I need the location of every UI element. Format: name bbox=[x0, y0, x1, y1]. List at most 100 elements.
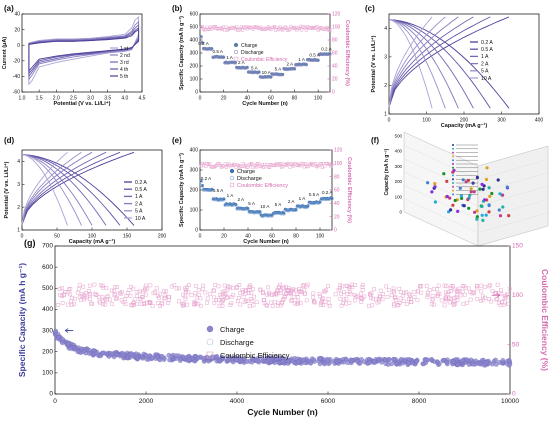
ce-point bbox=[372, 287, 377, 291]
y2-axis-label: Coulombic Efficiency (%) bbox=[540, 269, 550, 371]
x-tick-label: 4000 bbox=[230, 398, 245, 405]
x-tick-label: 20 bbox=[221, 234, 227, 240]
charge-point bbox=[91, 352, 97, 358]
ce-point bbox=[177, 286, 181, 291]
ce-point bbox=[482, 285, 487, 289]
ce-point bbox=[401, 299, 406, 304]
charge-point bbox=[493, 357, 498, 363]
ce-point bbox=[109, 288, 114, 293]
ce-point bbox=[479, 289, 484, 294]
ce-point bbox=[62, 292, 66, 297]
x-tick-label: 100 bbox=[314, 96, 323, 102]
ce-point bbox=[278, 288, 283, 293]
legend-marker bbox=[452, 155, 454, 158]
f-point bbox=[469, 190, 473, 194]
y-tick-label: 100 bbox=[395, 194, 403, 199]
ce-point bbox=[267, 290, 272, 295]
legend-marker bbox=[233, 42, 239, 48]
x-tick-label: 1.0 bbox=[19, 96, 26, 102]
ce-point bbox=[92, 282, 97, 287]
y-tick-label: 2 bbox=[384, 83, 387, 89]
ce-point bbox=[148, 283, 153, 288]
ce-point bbox=[312, 300, 317, 305]
ce-point bbox=[249, 290, 254, 295]
f-point bbox=[475, 217, 479, 221]
legend-label: 2 nd bbox=[120, 53, 130, 59]
y-tick-label: 0 bbox=[400, 210, 403, 215]
f-point bbox=[458, 186, 462, 190]
ce-point bbox=[275, 303, 280, 308]
ce-point bbox=[94, 292, 99, 297]
ce-point bbox=[134, 294, 139, 299]
charge-point bbox=[444, 359, 449, 365]
ce-point bbox=[371, 296, 375, 301]
ce-point bbox=[118, 290, 122, 295]
discharge-curve bbox=[21, 154, 135, 226]
f-grid bbox=[477, 185, 549, 207]
legend-label: 5 A bbox=[135, 209, 143, 215]
f-point bbox=[472, 190, 476, 194]
ce-point bbox=[323, 289, 328, 294]
ce-point bbox=[139, 301, 144, 306]
x-tick-label: 200 bbox=[158, 234, 167, 240]
ce-point bbox=[472, 290, 477, 295]
ce-point bbox=[375, 300, 380, 305]
charge-point bbox=[400, 360, 406, 366]
x-tick-label: 50 bbox=[54, 234, 60, 240]
ce-point bbox=[419, 290, 424, 295]
ce-point bbox=[378, 288, 383, 293]
f-grid bbox=[403, 171, 479, 207]
x-tick-label: 0 bbox=[199, 96, 202, 102]
ce-point bbox=[487, 297, 491, 301]
charge-point bbox=[114, 352, 119, 357]
y-tick-label: 400 bbox=[395, 149, 403, 154]
y-tick-label: 500 bbox=[190, 25, 199, 31]
ce-point bbox=[200, 286, 205, 291]
f-point bbox=[464, 180, 468, 184]
ce-point bbox=[266, 285, 270, 290]
ce-point bbox=[502, 296, 507, 301]
charge-point bbox=[276, 360, 282, 366]
ce-point bbox=[186, 290, 191, 295]
ce-point bbox=[98, 300, 103, 305]
panel-label: (d) bbox=[4, 136, 15, 145]
ce-point bbox=[367, 303, 371, 308]
ce-point bbox=[238, 291, 243, 296]
rate-label: 1 A bbox=[226, 55, 234, 60]
charge-point bbox=[383, 357, 388, 362]
charge-point bbox=[391, 356, 396, 362]
legend-marker bbox=[229, 175, 235, 181]
ce-point bbox=[301, 283, 306, 287]
ce-point bbox=[155, 294, 160, 298]
ce-point bbox=[138, 297, 143, 302]
ce-point bbox=[160, 301, 164, 305]
y-tick-label: 300 bbox=[395, 164, 403, 169]
ce-point bbox=[235, 285, 239, 290]
panel-label: (f) bbox=[371, 136, 379, 145]
ce-point bbox=[475, 284, 479, 289]
plot-frame bbox=[21, 13, 143, 93]
y-tick-label: 200 bbox=[42, 348, 53, 355]
rate-label: 0.2 A bbox=[201, 176, 212, 181]
ce-point bbox=[142, 301, 146, 306]
ce-point bbox=[407, 297, 411, 302]
discharge-curve bbox=[21, 154, 68, 226]
ce-point bbox=[143, 286, 148, 291]
charge-point bbox=[296, 359, 301, 365]
x-tick-label: 1.5 bbox=[36, 96, 43, 102]
ce-point bbox=[79, 298, 84, 303]
ce-point bbox=[355, 294, 360, 299]
ce-point bbox=[141, 295, 145, 300]
ce-point bbox=[135, 290, 140, 294]
charge-point bbox=[230, 357, 235, 363]
ce-point bbox=[123, 302, 128, 306]
ce-point bbox=[87, 283, 92, 288]
ce-point bbox=[319, 300, 323, 305]
ce-point bbox=[115, 284, 119, 289]
ce-point bbox=[435, 287, 439, 292]
y-tick-label: 700 bbox=[42, 243, 53, 250]
f-point bbox=[478, 187, 482, 191]
y2-tick-label: 120 bbox=[332, 12, 341, 18]
ce-point bbox=[236, 296, 241, 300]
